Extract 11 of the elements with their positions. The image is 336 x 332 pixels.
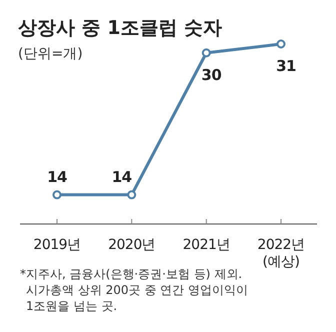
x-tick-label: 2022년 (예상) xyxy=(257,237,305,270)
data-label: 31 xyxy=(276,57,296,75)
data-label: 14 xyxy=(112,168,132,186)
x-tick-label: 2020년 xyxy=(108,237,156,253)
chart-subtitle: (단위=개) xyxy=(18,46,83,62)
data-label: 14 xyxy=(47,168,67,186)
text: *지주사, 금융사(은행·증권·보험 등) 제외. 시가총액 상위 200곳 중 연간 영업이익이 1조원을 넘는 곳. xyxy=(20,267,248,313)
x-tick-label: 2021년 xyxy=(182,237,230,253)
data-label: 30 xyxy=(201,66,222,84)
chart-title: 상장사 중 1조클럽 숫자 xyxy=(18,17,222,39)
x-tick-label: 2019년 xyxy=(33,237,81,253)
